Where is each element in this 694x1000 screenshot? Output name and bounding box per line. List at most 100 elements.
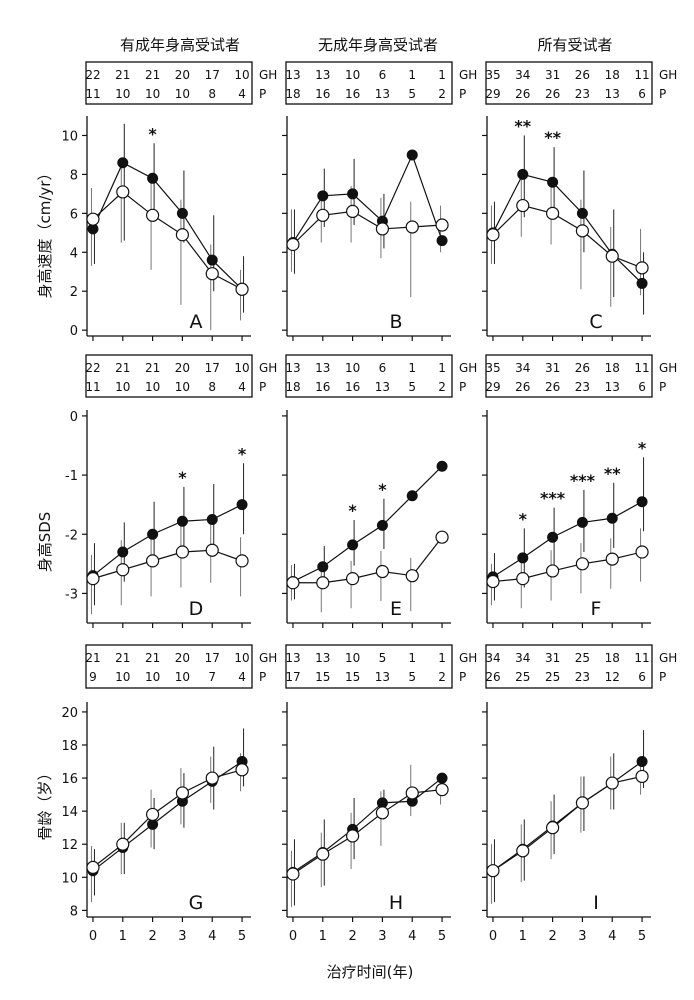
x-tick-label: 3	[178, 929, 186, 944]
count-GH-value: 34	[485, 651, 500, 665]
point-GH-filled	[317, 561, 329, 573]
panel-letter: D	[189, 598, 204, 620]
count-P-value: 26	[485, 670, 500, 684]
y-tick-label: 8	[70, 904, 78, 919]
count-GH-value: 20	[175, 361, 190, 375]
count-row-label-P: P	[659, 87, 666, 101]
point-P-open	[375, 806, 390, 820]
point-GH-filled	[406, 149, 418, 161]
point-P-open	[516, 844, 530, 858]
y-tick-label: 16	[61, 772, 78, 787]
point-P-open	[435, 218, 449, 232]
point-GH-filled	[517, 552, 529, 564]
count-GH-value: 10	[345, 68, 360, 82]
significance-marker: *	[148, 124, 157, 143]
count-P-value: 6	[638, 87, 646, 101]
series-line-P	[292, 210, 443, 245]
point-GH-filled	[317, 190, 329, 202]
significance-marker: *	[238, 444, 247, 463]
x-tick-label: 1	[319, 929, 327, 944]
count-GH-value: 1	[408, 361, 416, 375]
count-P-value: 7	[208, 670, 216, 684]
point-GH-filled	[147, 528, 159, 540]
count-GH-value: 31	[545, 651, 560, 665]
count-GH-value: 20	[175, 651, 190, 665]
point-P-open	[146, 807, 160, 822]
count-P-value: 5	[408, 380, 416, 394]
panel-letter: C	[589, 311, 602, 333]
count-P-value: 26	[515, 87, 530, 101]
count-box	[285, 644, 453, 689]
point-GH-filled	[347, 539, 359, 551]
count-P-value: 5	[408, 670, 416, 684]
y-tick-label: -1	[65, 469, 78, 484]
point-GH-filled	[117, 546, 129, 558]
count-GH-value: 17	[205, 651, 220, 665]
point-P-open	[205, 771, 219, 785]
count-P-value: 10	[175, 670, 190, 684]
point-P-open	[516, 198, 530, 213]
point-GH-filled	[406, 490, 418, 502]
count-P-value: 16	[315, 87, 330, 101]
count-row-label-P: P	[259, 87, 266, 101]
count-P-value: 8	[208, 380, 216, 394]
point-P-open	[286, 237, 300, 252]
count-P-value: 16	[315, 380, 330, 394]
count-P-value: 29	[485, 380, 500, 394]
column-title-adult: 有成年身高受试者	[120, 36, 240, 54]
count-GH-value: 21	[115, 361, 130, 375]
count-box	[485, 61, 653, 105]
x-tick-label: 2	[148, 929, 156, 944]
point-P-open	[346, 572, 360, 586]
panel-letter: G	[189, 892, 204, 914]
point-P-open	[175, 545, 190, 559]
series-line-P	[492, 551, 643, 583]
count-row-label-GH: GH	[259, 68, 277, 82]
panel-letter: H	[389, 892, 403, 914]
panel-D: 22 21 21 20 17 10 GH 11 10 10 10 8 4 P -3 -2 -1 0 * * D	[65, 354, 277, 628]
count-P-value: 10	[175, 87, 190, 101]
count-GH-value: 11	[634, 651, 649, 665]
point-P-open	[575, 557, 590, 571]
significance-marker: **	[514, 116, 531, 135]
count-GH-value: 13	[315, 361, 330, 375]
count-P-value: 10	[145, 87, 160, 101]
count-row-label-GH: GH	[659, 68, 677, 82]
point-GH-filled	[236, 499, 248, 511]
point-P-open	[405, 220, 419, 234]
count-row-label-P: P	[459, 380, 466, 394]
column-title-no-adult: 无成年身高受试者	[318, 36, 438, 54]
x-tick-label: 1	[519, 929, 527, 944]
count-row-label-P: P	[459, 670, 466, 684]
point-P-open	[435, 530, 449, 544]
count-P-value: 2	[438, 670, 446, 684]
y-tick-label: -3	[65, 587, 78, 602]
point-P-open	[635, 769, 649, 784]
count-P-value: 2	[438, 87, 446, 101]
count-GH-value: 17	[205, 68, 220, 82]
point-P-open	[205, 543, 219, 557]
count-GH-value: 34	[515, 361, 530, 375]
count-GH-value: 13	[285, 68, 300, 82]
count-GH-value: 21	[145, 68, 160, 82]
y-tick-label: 12	[61, 838, 78, 853]
point-P-open	[635, 261, 649, 275]
count-P-value: 16	[345, 380, 360, 394]
count-GH-value: 20	[175, 68, 190, 82]
significance-marker: *	[519, 509, 528, 528]
count-P-value: 18	[285, 380, 300, 394]
point-P-open	[175, 228, 190, 242]
count-P-value: 23	[575, 380, 590, 394]
y-tick-label: -2	[65, 528, 78, 543]
y-tick-label: 4	[70, 246, 78, 261]
x-tick-label: 2	[348, 929, 356, 944]
count-box	[285, 354, 453, 398]
panel-letter: B	[389, 311, 402, 333]
x-tick-label: 1	[119, 929, 127, 944]
count-GH-value: 1	[438, 361, 446, 375]
count-GH-value: 31	[545, 68, 560, 82]
x-tick-label: 5	[238, 929, 246, 944]
